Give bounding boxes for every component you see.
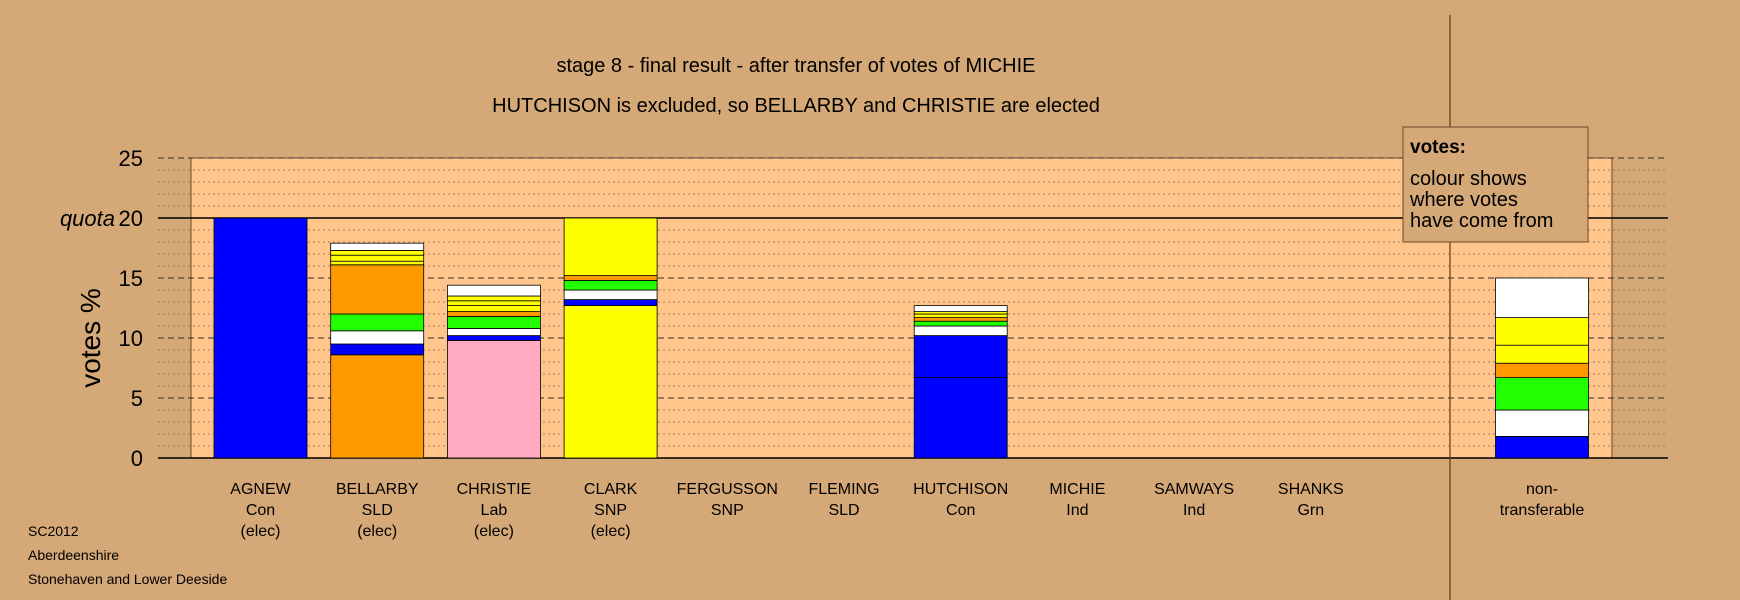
x-tick-label-clark: CLARK [584, 481, 638, 498]
x-tick-label-samways: Ind [1183, 502, 1205, 519]
legend-line: colour shows [1410, 168, 1527, 190]
bar-hutchison-segment [913, 325, 1008, 337]
bar-bellarby-segment [330, 254, 425, 262]
footer-council: Aberdeenshire [28, 547, 119, 563]
x-tick-label-bellarby: (elec) [357, 523, 397, 540]
plot-area [158, 15, 1668, 600]
y-tick-label: 5 [131, 386, 143, 411]
y-tick-label: 20 [119, 206, 143, 231]
footer-ward: Stonehaven and Lower Deeside [28, 571, 227, 587]
bars [213, 217, 1589, 459]
bar-christie-segment [446, 311, 541, 317]
bar-clark-segment [563, 299, 658, 307]
legend-title: votes: [1410, 137, 1466, 158]
x-tick-label-samways: SAMWAYS [1154, 481, 1234, 498]
bar-christie-segment [446, 327, 541, 336]
x-tick-label-bellarby: BELLARBY [336, 481, 419, 498]
x-tick-label-bellarby: SLD [362, 502, 393, 519]
x-tick-label-fleming: FLEMING [808, 481, 879, 498]
bar-nontransferable-segment [1495, 377, 1589, 411]
y-tick-label: 0 [131, 446, 143, 471]
x-tick-label-agnew: (elec) [240, 523, 280, 540]
y-tick-label: 25 [119, 146, 143, 171]
bar-christie-segment [446, 315, 541, 329]
x-tick-label-fergusson: SNP [711, 502, 744, 519]
bar-bellarby-segment [330, 260, 425, 266]
x-tick-label-hutchison: HUTCHISON [913, 481, 1008, 498]
chart-title: stage 8 - final result - after transfer … [556, 55, 1035, 77]
bar-clark-segment [563, 305, 658, 459]
bar-christie-segment [446, 305, 541, 313]
x-tick-label-clark: (elec) [591, 523, 631, 540]
bar-clark-segment [563, 275, 658, 281]
bar-hutchison-segment [913, 320, 1008, 327]
bar-hutchison-segment [913, 305, 1008, 313]
x-tick-label-nontransferable: non- [1526, 481, 1558, 498]
legend-line: have come from [1410, 210, 1553, 232]
bar-bellarby-segment [330, 264, 425, 315]
x-tick-label-shanks: SHANKS [1278, 481, 1344, 498]
bar-christie-segment [446, 300, 541, 306]
x-tick-label-christie: Lab [481, 502, 508, 519]
bar-bellarby-segment [330, 313, 425, 332]
x-tick-label-agnew: Con [246, 502, 275, 519]
bar-nontransferable-segment [1495, 362, 1589, 379]
x-tick-label-agnew: AGNEW [230, 481, 291, 498]
chart-subtitle: HUTCHISON is excluded, so BELLARBY and C… [492, 95, 1100, 117]
bar-bellarby-segment [330, 249, 425, 256]
bar-nontransferable-segment [1495, 409, 1589, 437]
bar-bellarby-segment [330, 330, 425, 345]
bar-christie-segment [446, 295, 541, 302]
bar-christie-segment [446, 339, 541, 459]
x-tick-label-christie: CHRISTIE [457, 481, 532, 498]
x-tick-label-hutchison: Con [946, 502, 975, 519]
legend-line: where votes [1409, 189, 1518, 211]
footer-election: SC2012 [28, 523, 79, 539]
labels: 0 5 10 15 20 25 AGNEW Con (elec) BELLARBY SLD (elec… [119, 146, 1585, 540]
bar-bellarby-segment [330, 242, 425, 251]
legend-box [1402, 126, 1589, 243]
x-tick-label-nontransferable: transferable [1500, 502, 1585, 519]
bar-nontransferable-segment [1495, 344, 1589, 364]
bar-clark-segment [563, 217, 658, 276]
x-tick-label-michie: MICHIE [1049, 481, 1105, 498]
plot-band [190, 157, 1613, 459]
y-tick-label: 10 [119, 326, 143, 351]
bar-hutchison-segment [913, 335, 1008, 379]
bar-clark-segment [563, 279, 658, 291]
x-tick-label-fleming: SLD [828, 502, 859, 519]
bar-nontransferable-segment [1495, 435, 1589, 459]
x-tick-label-christie: (elec) [474, 523, 514, 540]
x-tick-label-clark: SNP [594, 502, 627, 519]
bar-hutchison-segment [913, 313, 1008, 318]
bar-nontransferable-segment [1495, 277, 1589, 318]
bar-agnew-segment [213, 217, 308, 459]
footer: SC2012 Aberdeenshire Stonehaven and Lowe… [28, 523, 227, 587]
y-tick-label: 15 [119, 266, 143, 291]
bar-hutchison-segment [913, 317, 1008, 322]
y-axis-label: votes % [75, 288, 106, 388]
bar-clark-segment [563, 289, 658, 301]
bar-christie-segment [446, 284, 541, 297]
bar-bellarby-segment [330, 343, 425, 356]
x-tick-label-fergusson: FERGUSSON [677, 481, 778, 498]
bar-nontransferable-segment [1495, 317, 1589, 346]
bar-christie-segment [446, 335, 541, 341]
bar-hutchison-segment [913, 377, 1008, 459]
bar-bellarby-segment [330, 354, 425, 459]
x-tick-label-shanks: Grn [1297, 502, 1324, 519]
legend: votes: colour shows where votes have com… [1402, 126, 1589, 243]
x-tick-label-michie: Ind [1066, 502, 1088, 519]
quota-label: quota [60, 206, 115, 231]
